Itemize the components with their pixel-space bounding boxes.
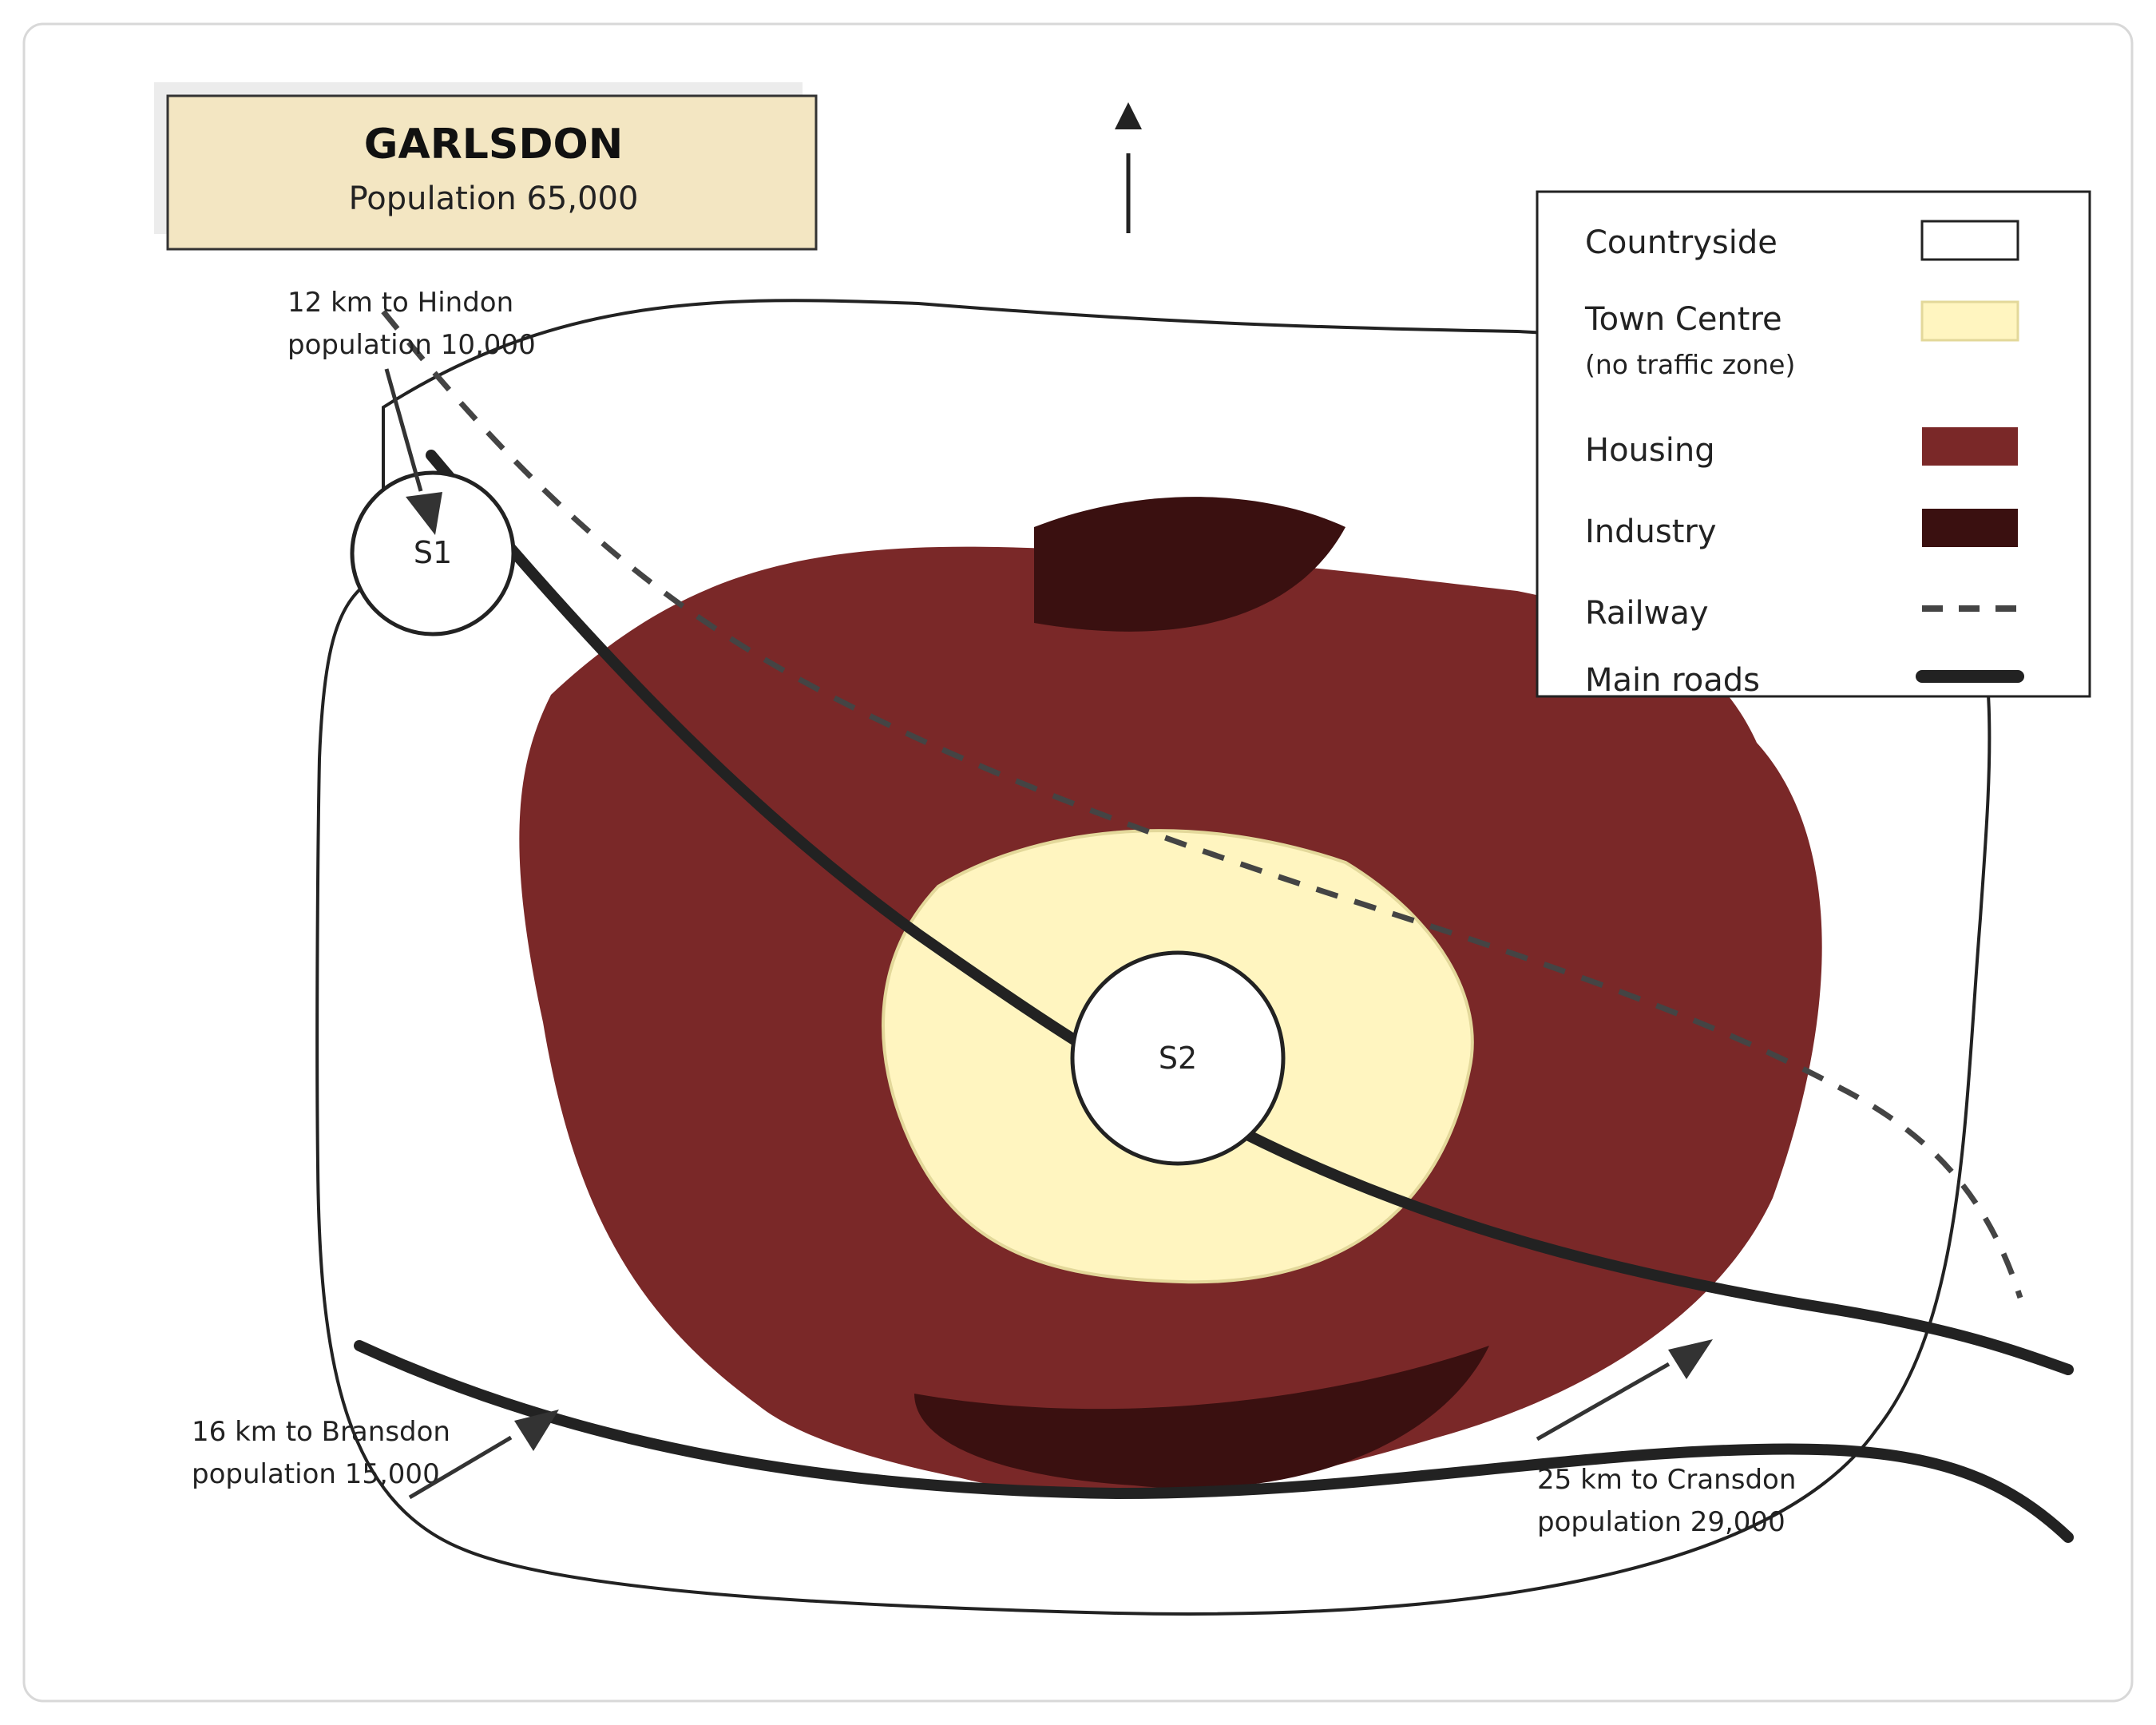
station-s2-label: S2	[1159, 1041, 1197, 1076]
legend-label-railway: Railway	[1585, 595, 1709, 632]
title-box	[166, 94, 818, 251]
legend: Countryside Town Centre (no traffic zone…	[1536, 190, 2091, 699]
main-road-east	[1240, 1128, 2074, 1375]
cransdon-population: population 29,000	[1537, 1506, 1785, 1538]
bransdon-distance: 16 km to Bransdon	[192, 1416, 450, 1448]
main-road-north	[426, 450, 1084, 1048]
legend-sublabel-town-centre: (no traffic zone)	[1585, 349, 1795, 380]
industry-area-north	[1034, 497, 1346, 632]
legend-label-town-centre: Town Centre	[1584, 301, 1782, 338]
legend-label-industry: Industry	[1585, 514, 1717, 550]
railway-line	[381, 309, 2023, 1299]
station-s1-label: S1	[414, 535, 452, 570]
town-population: Population 65,000	[349, 180, 639, 217]
legend-swatch-industry	[1922, 509, 2018, 547]
hindon-arrow-icon	[384, 368, 442, 535]
legend-swatch-countryside	[1920, 220, 2019, 261]
station-s1[interactable]	[350, 470, 516, 636]
legend-swatch-town-centre	[1920, 300, 2019, 342]
legend-swatch-housing	[1922, 427, 2018, 466]
bransdon-population: population 15,000	[192, 1458, 440, 1490]
hindon-population: population 10,000	[287, 329, 536, 361]
cransdon-distance: 25 km to Cransdon	[1537, 1464, 1796, 1496]
station-s2[interactable]	[1070, 950, 1286, 1166]
bransdon-arrow-icon	[408, 1410, 559, 1500]
legend-label-countryside: Countryside	[1585, 224, 1778, 261]
legend-label-housing: Housing	[1585, 432, 1715, 469]
hindon-distance: 12 km to Hindon	[287, 287, 513, 319]
cransdon-arrow-icon	[1536, 1339, 1713, 1441]
main-road-south	[354, 1340, 2074, 1543]
north-arrow-icon	[1115, 102, 1142, 233]
industry-area-south	[914, 1346, 1489, 1489]
town-name: GARLSDON	[364, 121, 623, 169]
legend-label-main-roads: Main roads	[1585, 662, 1760, 699]
